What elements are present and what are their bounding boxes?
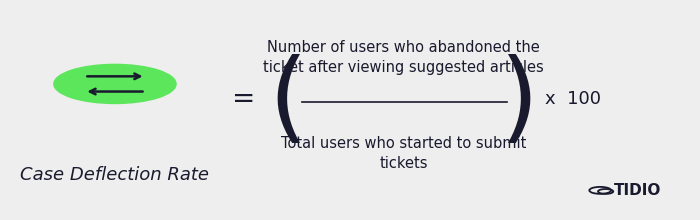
Text: x  100: x 100 (545, 90, 601, 108)
Text: Case Deflection Rate: Case Deflection Rate (20, 166, 209, 184)
Text: Total users who started to submit
tickets: Total users who started to submit ticket… (281, 136, 526, 171)
Text: Number of users who abandoned the
ticket after viewing suggested articles: Number of users who abandoned the ticket… (263, 40, 544, 75)
Text: ): ) (499, 54, 538, 151)
Circle shape (54, 64, 176, 103)
Text: =: = (232, 85, 256, 113)
Text: TIDIO: TIDIO (614, 183, 662, 198)
Text: (: ( (269, 54, 307, 151)
